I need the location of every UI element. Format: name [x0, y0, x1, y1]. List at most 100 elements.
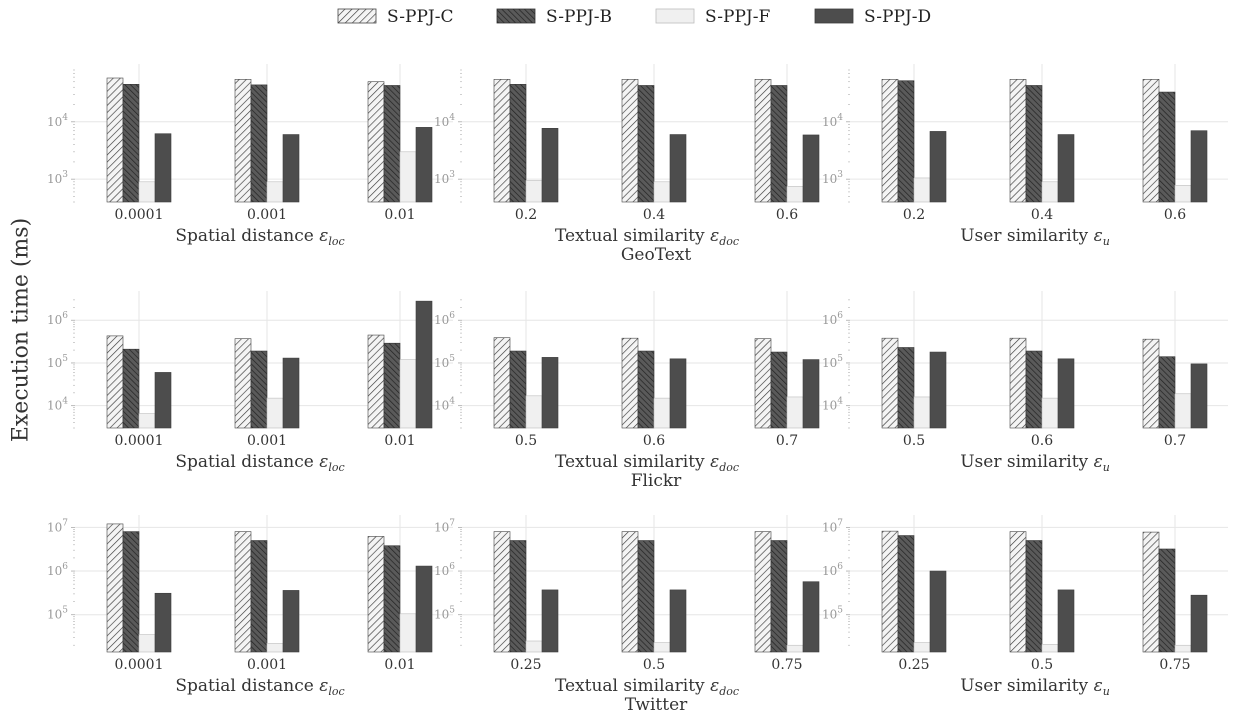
x-tick-label: 0.75 — [771, 657, 802, 673]
x-axis-label: Textual similarity εdoc — [555, 452, 739, 474]
bar-s-ppj-f-0.0001 — [138, 181, 156, 203]
y-tick-label: 107 — [434, 518, 455, 534]
bar-s-ppj-b-0.6 — [1158, 91, 1176, 203]
bar-s-ppj-f-0.001 — [266, 643, 284, 653]
bar-s-ppj-b-0.7 — [1158, 356, 1176, 429]
bar-s-ppj-f-0.5 — [913, 396, 931, 429]
bar-s-ppj-b-0.25 — [509, 540, 527, 653]
panel-geotext-1: 103 104 0.0001 0.001 0.01 Spatial distance εl… — [47, 64, 453, 248]
bar-s-ppj-b-0.01 — [383, 342, 401, 429]
x-axis-label: Textual similarity εdoc — [555, 676, 739, 698]
y-tick-label: 103 — [47, 170, 68, 186]
legend-swatch-s-ppj-d — [814, 8, 854, 24]
chart-panels: 103 104 0.0001 0.001 0.01 Spatial distance εl… — [47, 64, 1228, 698]
bar-s-ppj-f-0.25 — [525, 640, 543, 653]
minor-ticks — [848, 299, 850, 429]
bar-s-ppj-d-0.01 — [415, 300, 433, 429]
panel-twitter-1: 105 106 107 0.0001 0.001 0.01 Spatial distance… — [47, 515, 453, 698]
x-tick-label: 0.5 — [515, 433, 537, 449]
bar-s-ppj-b-0.75 — [770, 540, 788, 653]
bar-s-ppj-d-0.5 — [1057, 589, 1075, 653]
bar-s-ppj-d-0.2 — [929, 131, 947, 203]
bar-s-ppj-f-0.6 — [1041, 397, 1059, 429]
bar-s-ppj-f-0.75 — [786, 644, 804, 653]
bar-s-ppj-d-0.01 — [415, 565, 433, 653]
legend-swatch-s-ppj-f — [655, 8, 695, 24]
bar-s-ppj-d-0.6 — [669, 358, 687, 429]
bar-s-ppj-d-0.0001 — [154, 133, 172, 203]
bar-s-ppj-f-0.5 — [1041, 644, 1059, 653]
bar-s-ppj-f-0.001 — [266, 181, 284, 203]
panel-flickr-3: 104 105 106 0.5 0.6 0.7 User similarity εu — [822, 291, 1228, 474]
bar-s-ppj-d-0.0001 — [154, 592, 172, 653]
bar-s-ppj-d-0.001 — [282, 590, 300, 653]
bar-s-ppj-c-0.25 — [881, 530, 899, 653]
legend: S-PPJ-C S-PPJ-B S-PPJ-F S-PPJ-D — [337, 7, 931, 27]
y-tick-label: 105 — [47, 354, 68, 370]
legend-swatch-s-ppj-c — [337, 8, 377, 24]
x-tick-label: 0.6 — [1164, 207, 1186, 223]
bar-s-ppj-c-0.6 — [754, 79, 772, 203]
x-tick-label: 0.01 — [384, 657, 415, 673]
y-tick-label: 103 — [434, 170, 455, 186]
bar-s-ppj-c-0.6 — [1009, 337, 1027, 429]
bar-s-ppj-b-0.0001 — [122, 84, 140, 203]
bar-s-ppj-c-0.2 — [493, 79, 511, 203]
bar-s-ppj-f-0.2 — [913, 177, 931, 203]
minor-ticks — [460, 69, 462, 203]
minor-ticks — [73, 299, 75, 429]
bar-s-ppj-f-0.01 — [399, 613, 417, 653]
bar-s-ppj-b-0.5 — [897, 347, 915, 429]
bar-s-ppj-d-0.7 — [1190, 363, 1208, 429]
minor-ticks — [460, 529, 462, 646]
row-labels: GeoText Flickr Twitter — [621, 245, 692, 715]
y-tick-label: 106 — [822, 311, 843, 327]
bar-s-ppj-f-0.4 — [653, 181, 671, 203]
bar-s-ppj-d-0.2 — [541, 128, 559, 203]
panel-flickr-1: 104 105 106 0.0001 0.001 0.01 Spatial distance… — [47, 291, 453, 474]
bar-s-ppj-d-0.0001 — [154, 372, 172, 429]
x-axis-label: User similarity εu — [960, 676, 1110, 698]
bar-s-ppj-d-0.25 — [541, 589, 559, 653]
bar-s-ppj-f-0.6 — [1174, 185, 1192, 203]
bar-s-ppj-c-0.75 — [754, 531, 772, 653]
bar-s-ppj-c-0.6 — [621, 337, 639, 429]
panel-twitter-2: 105 106 107 0.25 0.5 0.75 Textual similarity ε… — [434, 515, 840, 698]
bar-s-ppj-f-0.7 — [786, 396, 804, 429]
bar-s-ppj-f-0.5 — [653, 642, 671, 653]
bar-s-ppj-d-0.4 — [669, 134, 687, 203]
x-tick-label: 0.6 — [643, 433, 665, 449]
x-axis-label: Spatial distance εloc — [175, 226, 344, 248]
x-tick-label: 0.7 — [1164, 433, 1186, 449]
bar-s-ppj-b-0.001 — [250, 350, 268, 429]
x-axis-label: User similarity εu — [960, 226, 1110, 248]
x-tick-label: 0.7 — [776, 433, 798, 449]
bar-s-ppj-b-0.25 — [897, 535, 915, 653]
legend-label-s-ppj-c: S-PPJ-C — [387, 7, 453, 27]
bar-s-ppj-f-0.001 — [266, 397, 284, 429]
y-axis-label: Execution time (ms) — [8, 217, 34, 443]
bar-s-ppj-c-0.001 — [234, 338, 252, 429]
x-tick-label: 0.0001 — [115, 657, 164, 673]
bar-s-ppj-c-0.5 — [493, 337, 511, 429]
y-tick-label: 104 — [434, 113, 455, 129]
x-tick-label: 0.6 — [776, 207, 798, 223]
x-axis-label: User similarity εu — [960, 452, 1110, 474]
x-axis-label: Spatial distance εloc — [175, 676, 344, 698]
bar-s-ppj-c-0.2 — [881, 79, 899, 203]
bar-s-ppj-b-0.4 — [1025, 85, 1043, 203]
bar-s-ppj-d-0.001 — [282, 357, 300, 429]
x-tick-label: 0.2 — [515, 207, 537, 223]
y-tick-label: 105 — [47, 606, 68, 622]
bar-s-ppj-b-0.001 — [250, 84, 268, 203]
bar-s-ppj-b-0.4 — [637, 85, 655, 203]
x-tick-label: 0.25 — [510, 657, 541, 673]
bar-s-ppj-c-0.0001 — [106, 77, 124, 203]
y-tick-label: 106 — [434, 311, 455, 327]
y-tick-label: 106 — [434, 562, 455, 578]
bar-s-ppj-c-0.7 — [754, 338, 772, 429]
y-tick-label: 105 — [434, 354, 455, 370]
panel-geotext-2: 103 104 0.2 0.4 0.6 Textual similarity εdoc — [434, 64, 840, 248]
bar-s-ppj-b-0.2 — [897, 80, 915, 203]
